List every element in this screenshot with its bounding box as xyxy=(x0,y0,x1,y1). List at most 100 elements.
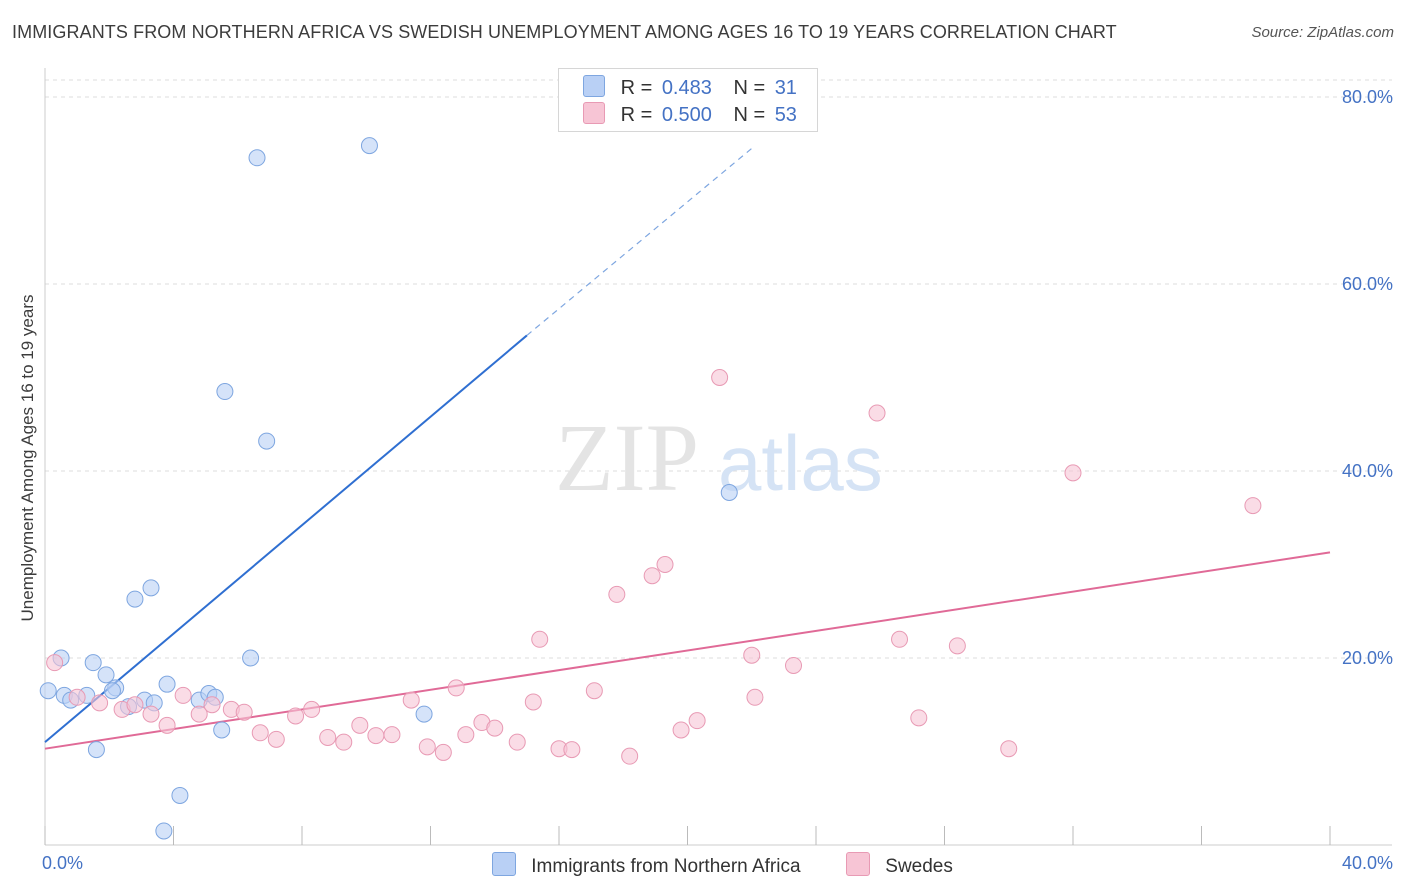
data-point xyxy=(948,637,966,655)
data-point xyxy=(84,654,102,672)
data-point xyxy=(213,721,231,739)
legend-n-label: N = xyxy=(733,104,766,126)
data-point xyxy=(457,726,475,744)
x-tick-label: 40.0% xyxy=(1342,853,1393,873)
data-point xyxy=(360,137,378,155)
data-point xyxy=(656,556,674,573)
data-point xyxy=(785,656,803,674)
legend-item-immigrants[interactable]: Immigrants from Northern Africa xyxy=(492,852,801,878)
data-point xyxy=(155,822,173,840)
data-point xyxy=(303,700,321,718)
data-point xyxy=(174,686,192,704)
data-point xyxy=(1064,464,1082,482)
data-point xyxy=(68,688,86,706)
data-point xyxy=(171,786,189,804)
legend-item-swedes[interactable]: Swedes xyxy=(846,852,953,878)
legend-swatch-blue xyxy=(583,75,605,97)
data-point xyxy=(418,738,436,756)
data-point xyxy=(87,741,105,759)
data-point xyxy=(672,721,690,739)
data-point xyxy=(39,682,57,700)
trend-lines xyxy=(44,147,1331,750)
data-point xyxy=(248,149,266,167)
legend-n-value-series2: 53 xyxy=(774,104,797,126)
y-tick-label: 40.0% xyxy=(1342,461,1393,481)
watermark: ZIP atlas xyxy=(555,404,883,511)
watermark-zip: ZIP xyxy=(555,404,699,511)
data-point xyxy=(402,691,420,709)
chart-title: IMMIGRANTS FROM NORTHERN AFRICA VS SWEDI… xyxy=(12,22,1117,42)
x-tick-label: 0.0% xyxy=(42,853,83,873)
data-point xyxy=(720,484,738,502)
data-point xyxy=(891,630,909,648)
legend-swatch-pink xyxy=(583,102,605,124)
data-point xyxy=(563,741,581,759)
data-point xyxy=(203,696,221,714)
data-point xyxy=(351,716,369,734)
y-tick-label: 20.0% xyxy=(1342,648,1393,668)
data-point xyxy=(142,579,160,597)
data-point xyxy=(531,630,549,648)
legend-label-immigrants: Immigrants from Northern Africa xyxy=(531,856,801,877)
data-point xyxy=(190,705,208,723)
data-point xyxy=(142,705,160,723)
data-points xyxy=(39,137,1262,840)
data-point xyxy=(97,666,115,684)
data-point xyxy=(319,728,337,746)
legend-r-value-series2: 0.500 xyxy=(661,104,712,126)
data-point xyxy=(743,646,761,664)
trend-line-swedes xyxy=(44,551,1331,750)
data-point xyxy=(746,688,764,706)
legend-label-swedes: Swedes xyxy=(885,856,953,877)
legend-n-label: N = xyxy=(733,77,766,99)
watermark-atlas: atlas xyxy=(718,419,883,507)
data-point xyxy=(158,716,176,734)
data-point xyxy=(621,747,639,765)
legend-r-label: R = xyxy=(620,104,653,126)
data-point xyxy=(415,705,433,723)
data-point xyxy=(1244,497,1262,515)
legend-swatch-pink xyxy=(846,852,870,876)
data-point xyxy=(910,709,928,727)
data-point xyxy=(508,733,526,751)
data-point xyxy=(216,383,234,401)
legend-row-series1: R = 0.483 N = 31 xyxy=(583,75,797,100)
data-point xyxy=(91,694,109,712)
tick-labels: 20.0% 40.0% 60.0% 80.0% 0.0% 40.0% xyxy=(42,87,1393,873)
legend-row-series2: R = 0.500 N = 53 xyxy=(583,102,797,127)
data-point xyxy=(711,369,729,386)
data-point xyxy=(46,654,64,672)
data-point xyxy=(383,726,401,744)
axes xyxy=(44,68,1392,846)
data-point xyxy=(158,675,176,693)
data-point xyxy=(486,719,504,737)
data-point xyxy=(868,404,886,422)
data-point xyxy=(251,724,269,742)
legend-swatch-blue xyxy=(492,852,516,876)
data-point xyxy=(434,743,452,761)
data-point xyxy=(367,727,385,745)
trend-line-immigrants-extension xyxy=(526,147,753,336)
correlation-legend: R = 0.483 N = 31 R = 0.500 N = 53 xyxy=(558,68,818,132)
data-point xyxy=(258,432,276,450)
data-point xyxy=(235,703,253,721)
data-point xyxy=(585,682,603,700)
data-point xyxy=(267,730,285,748)
data-point xyxy=(643,567,661,585)
y-tick-label: 80.0% xyxy=(1342,87,1393,107)
legend-r-value-series1: 0.483 xyxy=(661,77,712,99)
data-point xyxy=(524,693,542,711)
legend-r-label: R = xyxy=(620,77,653,99)
data-point xyxy=(335,733,353,751)
data-point xyxy=(608,585,626,603)
source-label: Source: ZipAtlas.com xyxy=(1251,24,1394,41)
data-point xyxy=(688,712,706,730)
data-point xyxy=(126,696,144,714)
data-point xyxy=(287,707,305,725)
data-point xyxy=(1000,740,1018,758)
data-point xyxy=(447,679,465,697)
legend-n-value-series1: 31 xyxy=(774,77,797,99)
data-point xyxy=(126,590,144,608)
y-tick-label: 60.0% xyxy=(1342,274,1393,294)
